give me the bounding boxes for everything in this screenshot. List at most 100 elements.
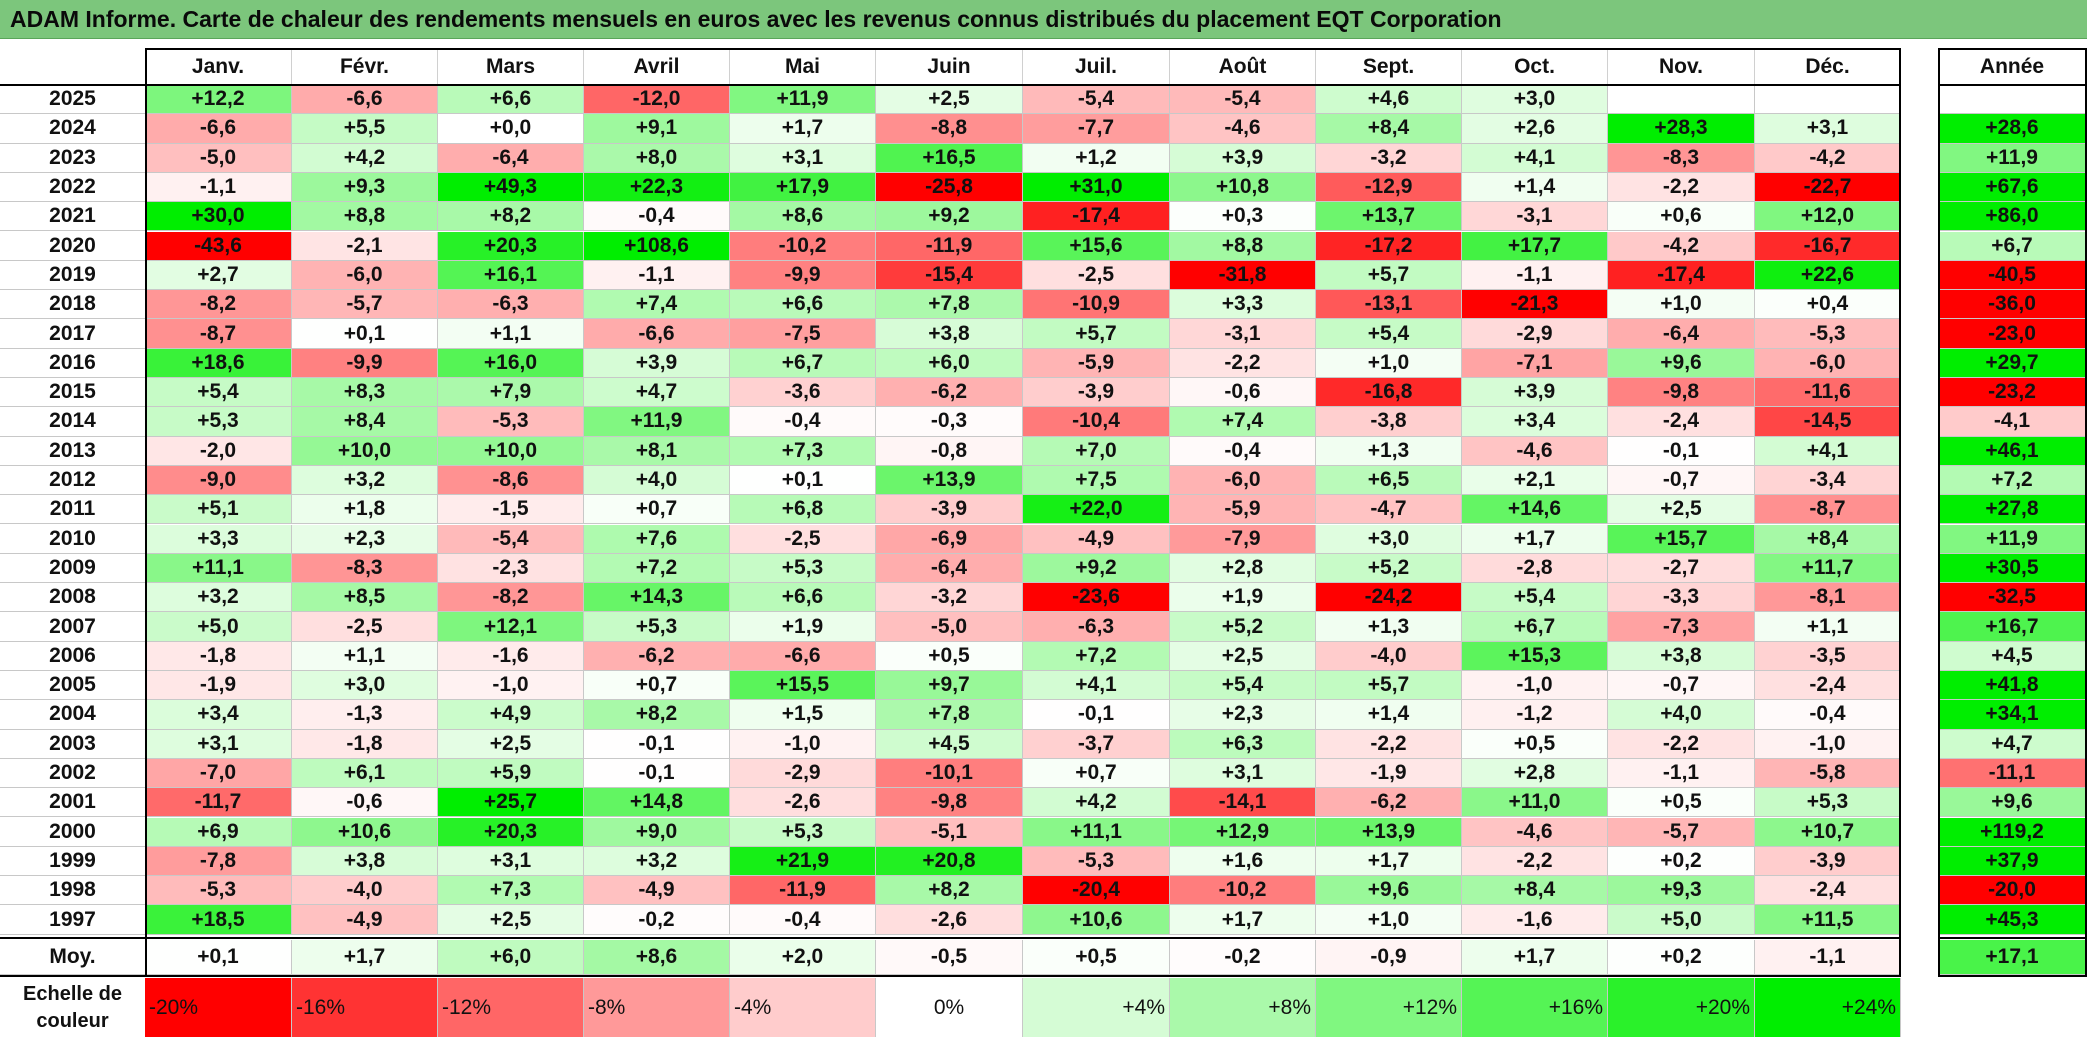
heatmap-cell: -10,9 (1023, 290, 1170, 320)
color-scale-swatch: -4% (730, 978, 876, 1037)
heatmap-cell: +2,5 (438, 729, 584, 759)
heatmap-cell: +14,8 (584, 788, 730, 818)
average-cell: +1,7 (292, 939, 438, 975)
heatmap-cell: +12,1 (438, 612, 584, 642)
heatmap-cell: +4,2 (1023, 788, 1170, 818)
heatmap-cell: +2,3 (1170, 700, 1316, 730)
heatmap-cell: +2,8 (1170, 553, 1316, 584)
month-header: Oct. (1462, 50, 1608, 85)
annual-return-cell: +4,7 (1938, 729, 2087, 759)
heatmap-cell: -0,4 (1755, 700, 1901, 730)
average-annual-cell: +17,1 (1938, 939, 2087, 975)
annual-return-cell: +9,6 (1938, 788, 2087, 818)
heatmap-cell: -2,6 (876, 905, 1023, 935)
month-header: Juin (876, 50, 1023, 85)
heatmap-cell: -5,1 (876, 817, 1023, 847)
heatmap-cell: -22,7 (1755, 172, 1901, 203)
heatmap-cell: +9,7 (876, 671, 1023, 701)
heatmap-cell: +12,2 (145, 85, 292, 115)
month-header: Mai (730, 50, 876, 85)
heatmap-cell: +11,9 (730, 85, 876, 115)
heatmap-cell: +13,9 (1316, 817, 1462, 847)
annual-return-cell: +29,7 (1938, 348, 2087, 378)
year-label: 2024 (0, 114, 145, 144)
heatmap-cell: -5,4 (1023, 85, 1170, 115)
heatmap-cell: -6,2 (584, 641, 730, 671)
heatmap-cell: +28,3 (1608, 114, 1755, 144)
heatmap-cell: +10,8 (1170, 172, 1316, 203)
heatmap-cell: -6,3 (1023, 612, 1170, 642)
heatmap-cell: +1,4 (1462, 172, 1608, 203)
heatmap-cell: +5,4 (1170, 671, 1316, 701)
heatmap-cell: -1,5 (438, 495, 584, 525)
heatmap-cell: -2,8 (1462, 553, 1608, 584)
year-label: 2001 (0, 788, 145, 818)
heatmap-cell: +1,0 (1316, 348, 1462, 378)
heatmap-cell: +16,5 (876, 143, 1023, 173)
heatmap-cell: +4,1 (1023, 671, 1170, 701)
heatmap-cell: +9,1 (584, 114, 730, 144)
heatmap-cell: +6,3 (1170, 729, 1316, 759)
heatmap-cell: -0,1 (584, 758, 730, 789)
heatmap-cell: +6,7 (730, 348, 876, 378)
heatmap-cell: +5,4 (1462, 583, 1608, 613)
heatmap-cell: -1,1 (1608, 758, 1755, 789)
heatmap-cell: +7,0 (1023, 436, 1170, 466)
annual-return-cell (1938, 85, 2087, 115)
heatmap-cell: +8,4 (1316, 114, 1462, 144)
average-cell: +1,7 (1462, 939, 1608, 975)
heatmap-cell: +0,5 (1608, 788, 1755, 818)
annual-return-cell: +45,3 (1938, 905, 2087, 935)
heatmap-cell: +5,3 (145, 407, 292, 437)
heatmap-cell: +6,7 (1462, 612, 1608, 642)
heatmap-cell: +1,0 (1608, 290, 1755, 320)
heatmap-cell: +7,4 (584, 290, 730, 320)
heatmap-cell: +22,0 (1023, 495, 1170, 525)
heatmap-cell: -0,4 (1170, 436, 1316, 466)
heatmap-cell: -2,6 (730, 788, 876, 818)
heatmap-cell: -3,2 (876, 583, 1023, 613)
heatmap-cell: +7,4 (1170, 407, 1316, 437)
chart-title: ADAM Informe. Carte de chaleur des rende… (0, 0, 2087, 39)
average-rule (0, 936, 1901, 939)
month-header: Déc. (1755, 50, 1901, 85)
heatmap-cell: -17,4 (1023, 202, 1170, 232)
average-cell: +2,0 (730, 939, 876, 975)
heatmap-cell: -4,0 (1316, 641, 1462, 671)
heatmap-cell: +1,8 (292, 495, 438, 525)
heatmap-cell: +5,4 (145, 378, 292, 408)
average-label: Moy. (0, 940, 145, 975)
color-scale-swatch: -12% (438, 978, 584, 1037)
heatmap-cell: -6,4 (1608, 319, 1755, 349)
heatmap-cell: +5,2 (1316, 553, 1462, 584)
annual-return-cell: +37,9 (1938, 846, 2087, 877)
heatmap-cell: -9,0 (145, 465, 292, 496)
heatmap-cell: +1,7 (1462, 524, 1608, 554)
heatmap-cell: +4,7 (584, 378, 730, 408)
heatmap-cell: -3,9 (1755, 846, 1901, 877)
heatmap-cell: -1,3 (292, 700, 438, 730)
month-header: Août (1170, 50, 1316, 85)
heatmap-cell: +7,8 (876, 700, 1023, 730)
heatmap-cell: -7,5 (730, 319, 876, 349)
heatmap-cell: -6,2 (1316, 788, 1462, 818)
heatmap-cell: +9,6 (1608, 348, 1755, 378)
year-label: 1998 (0, 876, 145, 906)
annual-return-cell: +11,9 (1938, 524, 2087, 554)
heatmap-cell: +3,1 (145, 729, 292, 759)
heatmap-cell: -11,9 (730, 876, 876, 906)
heatmap-cell: -5,7 (1608, 817, 1755, 847)
heatmap-cell: -1,0 (1755, 729, 1901, 759)
heatmap-cell: -5,4 (1170, 85, 1316, 115)
heatmap-cell: -9,8 (1608, 378, 1755, 408)
heatmap-cell: -4,6 (1462, 436, 1608, 466)
heatmap-cell: +7,2 (1023, 641, 1170, 671)
heatmap-cell: +4,2 (292, 143, 438, 173)
heatmap-cell: +18,6 (145, 348, 292, 378)
heatmap-cell: +8,2 (438, 202, 584, 232)
heatmap-cell: +13,9 (876, 465, 1023, 496)
year-label: 2000 (0, 818, 145, 847)
color-scale-label-text: Echelle de couleur (23, 983, 122, 1032)
heatmap-cell: -6,6 (145, 114, 292, 144)
heatmap-cell: -1,0 (730, 729, 876, 759)
